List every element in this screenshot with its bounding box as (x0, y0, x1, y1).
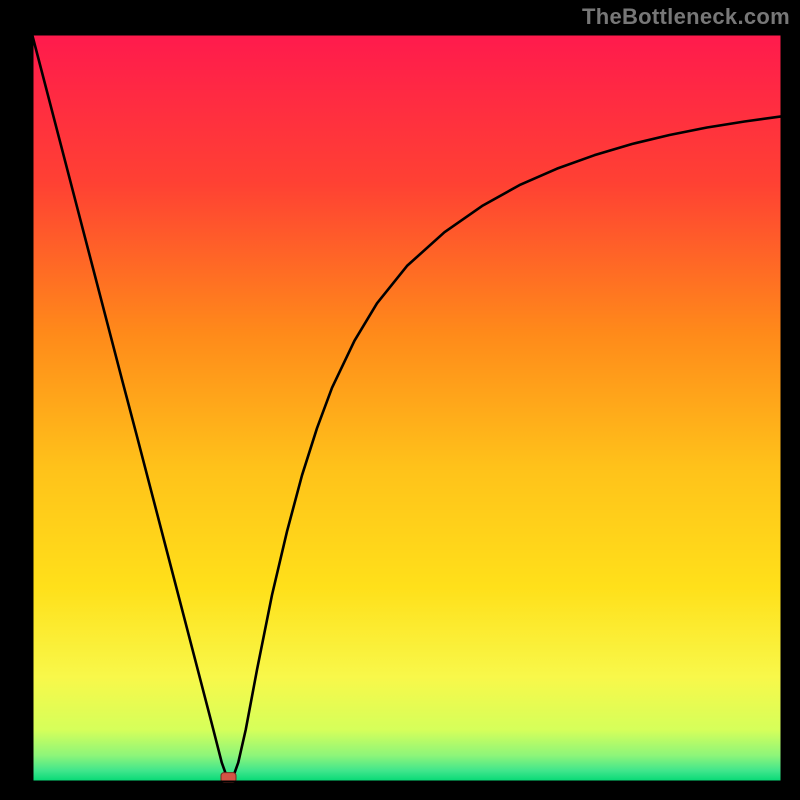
chart-background-gradient (32, 34, 782, 782)
chart-root: TheBottleneck.com (0, 0, 800, 800)
watermark-label: TheBottleneck.com (582, 4, 790, 30)
bottleneck-chart (0, 0, 800, 800)
